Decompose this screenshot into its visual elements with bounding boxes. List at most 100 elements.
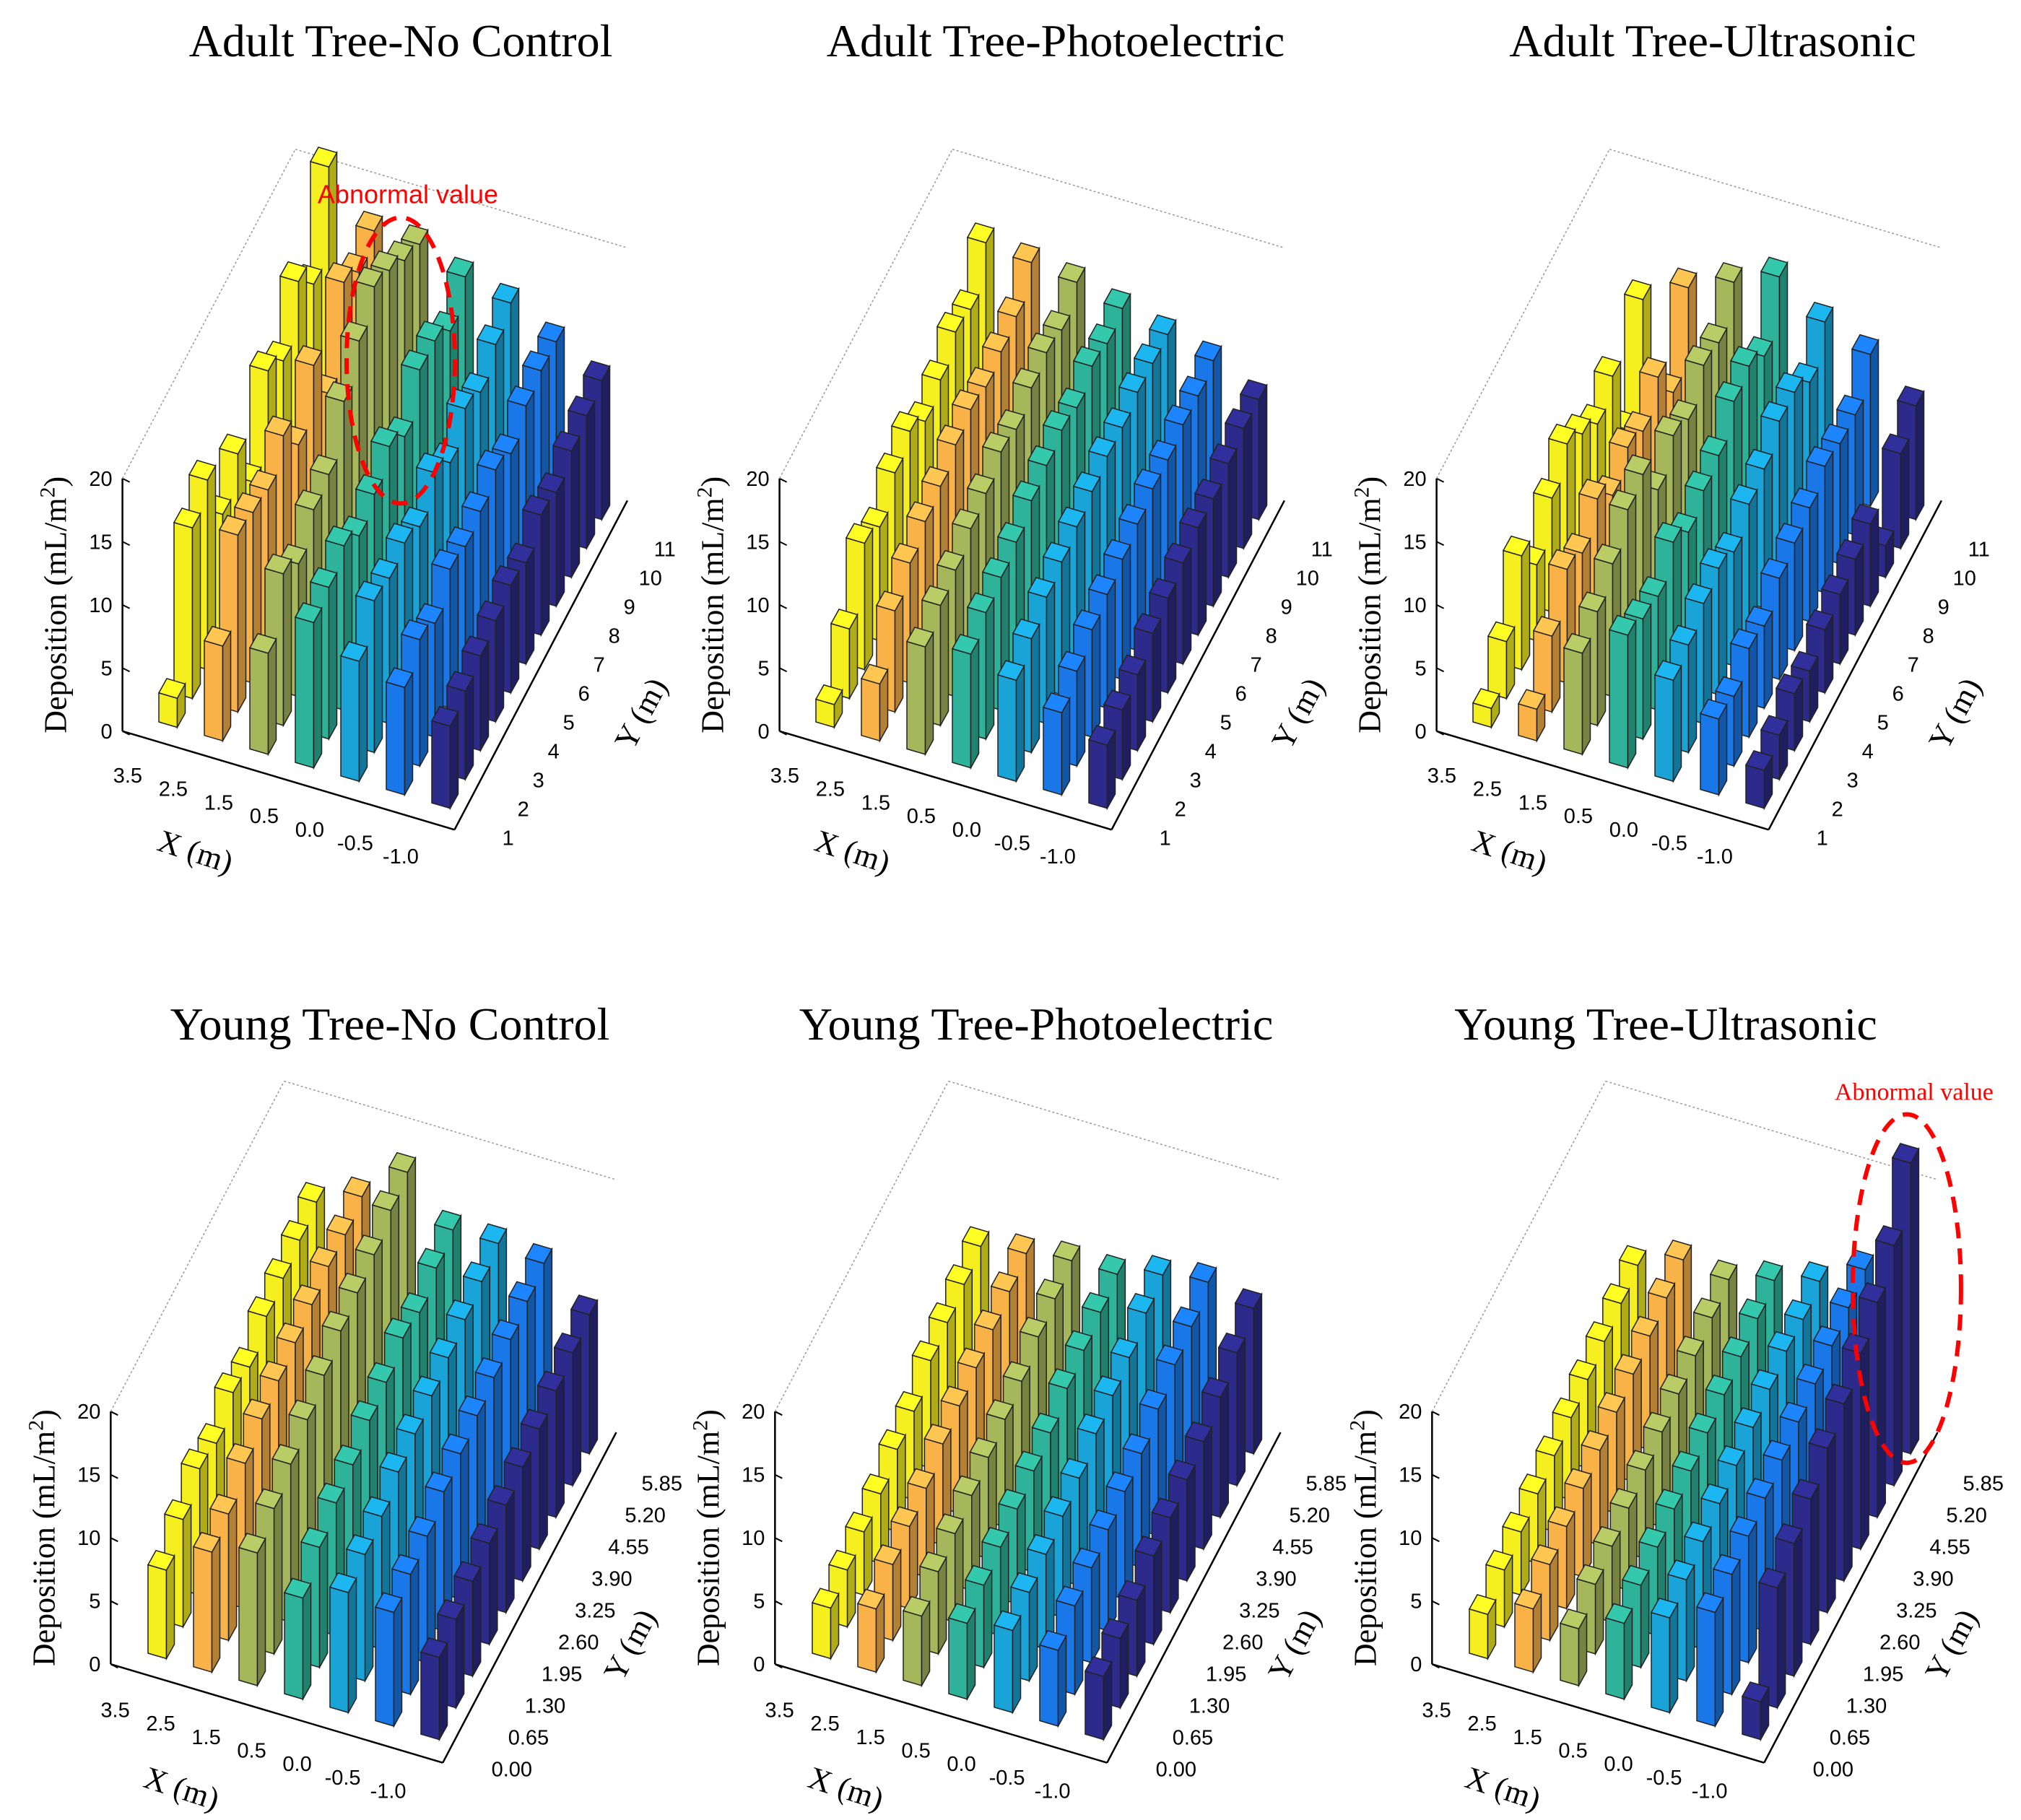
bar-top-face xyxy=(1891,1143,1920,1164)
bar-top-face xyxy=(1502,535,1531,557)
bar-top-face xyxy=(370,426,399,448)
bar-top-face xyxy=(981,331,1010,353)
bar-top-face xyxy=(371,1190,400,1211)
bar-side-face xyxy=(1685,1563,1695,1684)
bar-side-face xyxy=(1136,1583,1146,1679)
bar-top-face xyxy=(1647,1277,1676,1299)
bar-side-face xyxy=(555,1374,565,1520)
bar-top-face xyxy=(1760,557,1789,579)
bar xyxy=(1744,750,1773,811)
bar-front-face xyxy=(1609,629,1629,769)
bar-top-face xyxy=(388,1151,417,1173)
bar-top-face xyxy=(503,1447,532,1468)
bar-top-face xyxy=(288,1399,316,1421)
x-tick-label: 3.5 xyxy=(1422,1699,1451,1722)
bar-top-face xyxy=(329,1572,357,1593)
bar-top-face xyxy=(226,1442,254,1464)
bar-top-face xyxy=(1621,1564,1650,1586)
bar-top-face xyxy=(875,452,904,474)
x-tick-label: 0.5 xyxy=(250,805,279,828)
bar-top-face xyxy=(1027,1533,1055,1555)
bar-top-face xyxy=(1038,1629,1067,1651)
x-tick-label: -1.0 xyxy=(383,845,419,868)
bar-top-face xyxy=(1098,1253,1126,1275)
bar-top-face xyxy=(238,1532,266,1554)
bar-side-face xyxy=(409,1558,420,1697)
bar-side-face xyxy=(1776,1571,1786,1710)
bar-top-face xyxy=(1118,503,1147,525)
bar-top-face xyxy=(1653,660,1682,682)
bar-top-face xyxy=(446,526,474,548)
bar-top-face xyxy=(1669,399,1698,421)
bar xyxy=(814,684,843,730)
z-tick-mark xyxy=(1436,541,1445,547)
bar-top-face xyxy=(536,321,565,343)
z-tick-mark xyxy=(1436,477,1445,483)
bar-top-face xyxy=(476,600,505,622)
bar xyxy=(1532,616,1561,715)
bar-top-face xyxy=(1626,1450,1655,1471)
x-tick-label: 0.5 xyxy=(901,1740,930,1763)
bar-top-face xyxy=(385,667,414,689)
bar-top-face xyxy=(1623,411,1652,432)
bar-front-face xyxy=(158,692,178,728)
chart-title: Adult Tree-Ultrasonic xyxy=(1509,15,1916,66)
bar-top-face xyxy=(981,1526,1009,1548)
bar-top-face xyxy=(1746,1478,1774,1499)
y-tick-label: 2.60 xyxy=(1222,1632,1263,1655)
bar-top-face xyxy=(157,678,186,700)
bar-top-face xyxy=(214,1372,243,1393)
y-tick-label: 5 xyxy=(563,712,575,735)
bar-top-face xyxy=(921,585,949,606)
x-tick-label: 0.0 xyxy=(1609,819,1638,842)
bar-top-face xyxy=(1695,1592,1724,1614)
bar-top-face xyxy=(1775,1523,1803,1544)
z-axis-label: Deposition (mL/m2) xyxy=(688,1409,726,1666)
y-tick-label: 0.00 xyxy=(1156,1759,1196,1782)
y-tick-label: 7 xyxy=(1908,654,1919,677)
y-axis-line xyxy=(442,1432,617,1764)
bar-side-face xyxy=(1731,1558,1741,1697)
bar-side-face xyxy=(1057,1634,1067,1728)
z-tick-label: 0 xyxy=(100,720,112,744)
bar-top-face xyxy=(1666,1559,1695,1581)
bar-top-face xyxy=(362,1496,391,1518)
bar-top-face xyxy=(1552,1397,1581,1419)
bar-top-face xyxy=(1638,357,1667,378)
z-tick-label: 15 xyxy=(89,531,112,554)
bar xyxy=(1741,1681,1770,1742)
bar-side-face xyxy=(937,1555,947,1656)
bar-top-face xyxy=(1133,613,1162,635)
bar-top-face xyxy=(339,640,368,662)
z-tick-label: 0 xyxy=(1414,720,1426,744)
bar xyxy=(1775,673,1804,753)
y-tick-label: 9 xyxy=(624,596,635,619)
y-tick-label: 4.55 xyxy=(608,1536,648,1559)
bar-top-face xyxy=(309,147,338,168)
bar xyxy=(1881,433,1910,551)
bar xyxy=(385,667,414,797)
bar-top-face xyxy=(993,1610,1022,1632)
bar-front-face xyxy=(1651,1611,1671,1714)
bar-top-face xyxy=(292,1284,321,1306)
bar-top-face xyxy=(374,1592,403,1614)
bar-top-face xyxy=(951,633,980,655)
bar-front-face xyxy=(1043,706,1063,796)
bar-top-face xyxy=(998,1489,1026,1510)
bar-top-face xyxy=(1194,478,1222,500)
bar-side-face xyxy=(1220,1380,1229,1520)
bar-top-face xyxy=(1699,698,1728,720)
z-tick-mark xyxy=(779,541,788,547)
bar-top-face xyxy=(248,350,277,372)
bar-top-face xyxy=(1643,1411,1672,1433)
bar-top-face xyxy=(1103,288,1131,310)
z-tick-mark xyxy=(779,667,788,673)
z-tick-mark xyxy=(779,730,788,736)
y-tick-label: 10 xyxy=(639,567,662,591)
bar-side-face xyxy=(1152,617,1162,724)
bar-side-face xyxy=(373,584,383,755)
bar-side-face xyxy=(539,1412,548,1551)
bar-side-face xyxy=(1551,619,1561,715)
bar-top-face xyxy=(1783,1299,1812,1320)
bar-top-face xyxy=(1057,261,1086,284)
